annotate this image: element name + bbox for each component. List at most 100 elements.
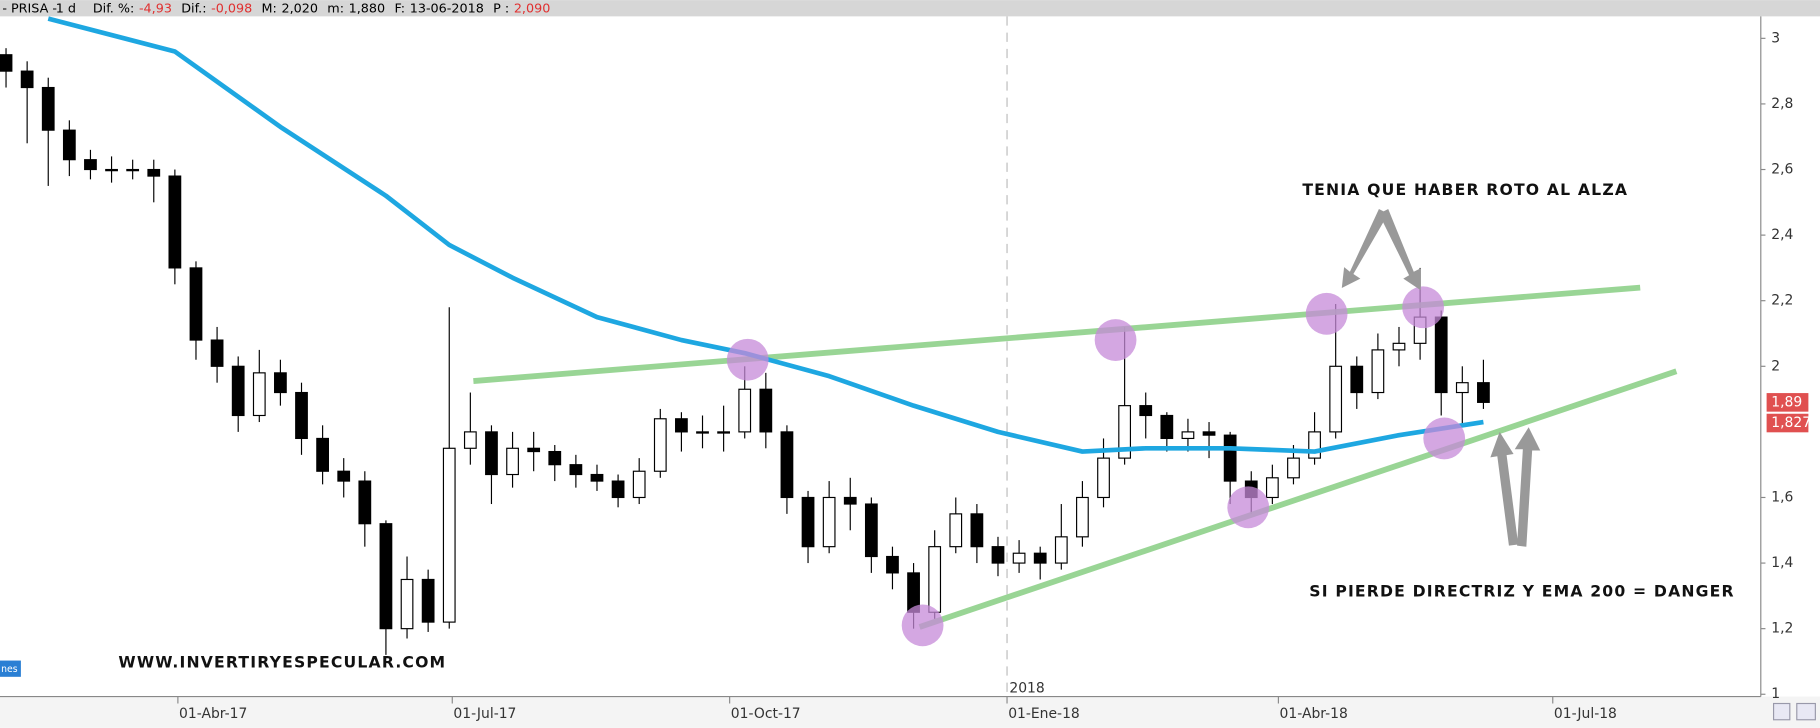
highlight [1402,286,1445,329]
candle-body [231,365,245,417]
candle-body [147,168,161,177]
arrow [1378,209,1421,291]
candle-body [928,546,942,613]
x-tick-label: 01-Jul-17 [453,706,516,722]
candle-body [822,496,836,548]
candle-body [1455,382,1469,394]
x-tick-label: 01-Oct-17 [731,706,801,722]
candle-body [590,473,604,482]
candle-body [1329,365,1343,433]
candle-body [569,464,583,476]
moving-average [47,16,1484,454]
candle-body [759,388,773,433]
header-fields: Dif. %: -4,93 Dif.: -0,098 M: 2,020 m: 1,880 F: 1… [93,1,550,16]
header-value: -4,93 [139,1,172,16]
highlight [1305,292,1348,335]
candle-body [1118,405,1132,459]
y-tick-label: 2 [1771,358,1780,374]
candle-body [886,555,899,574]
candle-body [1076,496,1089,538]
candle-body [421,578,435,623]
price-label-bg [1766,393,1809,412]
candle-body [1308,431,1321,459]
x-tick-label: 01-Ene-18 [1008,706,1080,722]
candle-body [696,431,709,434]
zoom-button[interactable] [1796,702,1816,721]
header-value: 2,020 [281,1,318,16]
x-tick-label: 01-Jul-18 [1554,706,1617,722]
candle-body [41,86,55,131]
arrow [1341,209,1389,288]
annotation: TENIA QUE HABER ROTO AL ALZA [1302,180,1628,199]
candle-body [316,437,329,472]
candle-body [1139,405,1153,417]
corner-tag-bg [0,660,21,677]
highlight [1423,417,1466,460]
y-tick-label: 2,8 [1771,96,1793,112]
candle-body [1223,434,1237,482]
candle-body [949,513,963,548]
trendline [473,284,1641,384]
price-label: 1,827 [1771,415,1811,431]
price-label: 1,89 [1771,394,1802,410]
candle-body [1392,342,1406,351]
candle-body [62,129,76,161]
candle-body [1265,477,1279,499]
candle-body [379,523,393,630]
candle-body [780,431,794,499]
highlight [1227,486,1270,529]
highlight [901,604,944,647]
corner-tag: nes [1,664,18,675]
candle-body [463,431,477,449]
header-bar [0,0,1820,17]
candle-body [506,447,519,476]
highlight [1094,319,1137,361]
candle-body [400,578,414,630]
candle-body [1054,536,1068,564]
interval: 1 d [56,1,76,16]
candle-body [485,431,498,476]
header: - PRISA - 1 d Dif. %: -4,93 Dif.: -0,098 M: 2… [2,1,550,16]
candle-body [189,267,203,341]
header-label: m: [327,1,344,16]
candle-body [295,391,308,440]
x-tick-label: 01-Abr-18 [1280,706,1348,722]
annotation: SI PIERDE DIRECTRIZ Y EMA 200 = DANGER [1309,582,1734,601]
arrows [1341,209,1541,547]
candle-body [527,447,541,453]
candle-body [611,480,625,499]
candle-body [1287,457,1300,479]
header-value: 13-06-2018 [410,1,484,16]
candle-body [738,388,752,433]
symbol: - PRISA - [2,1,57,16]
y-tick-label: 1,2 [1771,621,1793,637]
candle-body [1181,431,1195,440]
header-label: F: [394,1,405,16]
arrow [1514,427,1541,547]
candle-body [675,418,688,433]
header-value: 2,090 [514,1,551,16]
candle-body [274,372,287,394]
y-tick-label: 1,6 [1771,489,1793,505]
candle-body [1202,431,1216,436]
header-value: 1,880 [349,1,386,16]
candle-body [168,175,182,269]
annotation: WWW.INVERTIRYESPECULAR.COM [118,652,446,671]
candle-body [653,418,667,472]
candle-body [717,431,731,434]
header-label: P : [493,1,509,16]
candle-body [1434,316,1448,394]
candle-body [1477,382,1490,403]
year-label: 2018 [1009,680,1044,696]
scroll-button[interactable] [1772,702,1791,721]
arrow [1490,431,1519,546]
candle-body [337,470,351,482]
candle-body [991,546,1005,564]
candle-body [1033,552,1047,564]
candle-body [1160,414,1174,440]
candle-body [1371,349,1385,394]
candle-body [252,372,266,417]
x-tick-label: 01-Abr-17 [179,706,247,722]
candle-body [843,496,857,505]
